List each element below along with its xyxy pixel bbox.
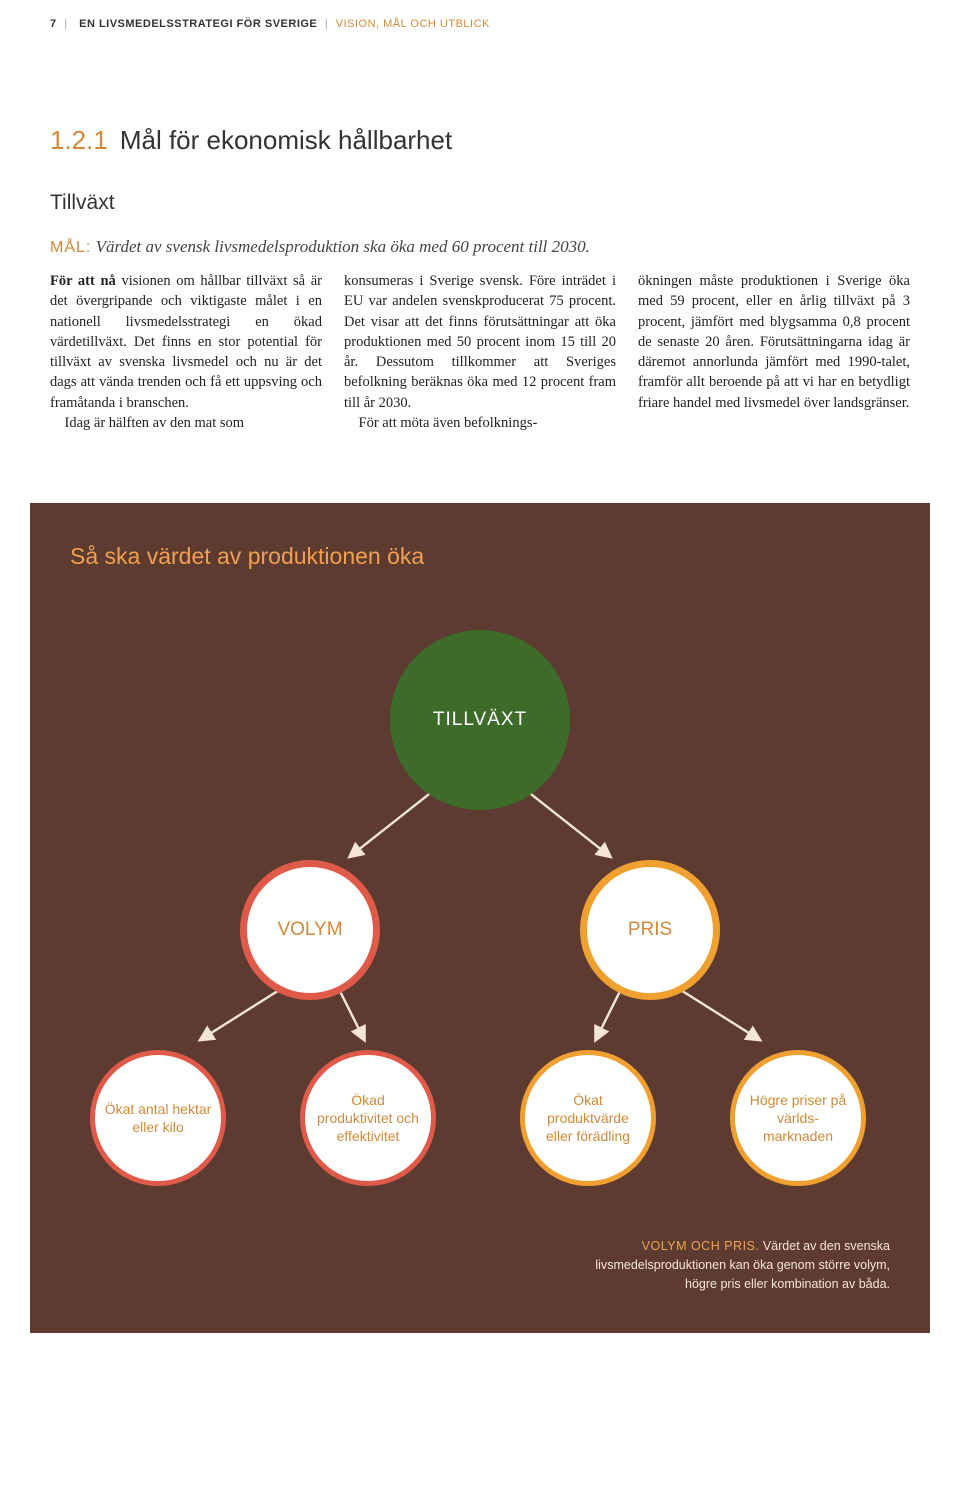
diagram-caption: VOLYM OCH PRIS. Värdet av den svenska li… xyxy=(560,1237,890,1293)
node-leaf-2: Ökad produktivitet och effektivitet xyxy=(300,1050,436,1186)
goal-text: Värdet av svensk livsmedelsproduktion sk… xyxy=(96,237,590,256)
col1-lead: För att nå xyxy=(50,273,116,289)
header-title-sub: VISION, MÅL OCH UTBLICK xyxy=(336,18,490,30)
node-leaf-4: Högre priser på världs-marknaden xyxy=(730,1050,866,1186)
node-volym: VOLYM xyxy=(240,860,380,1000)
body-columns: För att nå visionen om hållbar tillväxt … xyxy=(50,271,910,433)
diagram-title: Så ska värdet av produktionen öka xyxy=(70,543,890,570)
col2-p2: För att möta även befolknings- xyxy=(344,413,616,433)
node-leaf-1: Ökat antal hektar eller kilo xyxy=(90,1050,226,1186)
col3-p1: ökningen måste produktionen i Sverige ök… xyxy=(638,271,910,413)
column-3: ökningen måste produktionen i Sverige ök… xyxy=(638,271,910,433)
column-1: För att nå visionen om hållbar tillväxt … xyxy=(50,271,322,433)
page-header: 7 | EN LIVSMEDELSSTRATEGI FÖR SVERIGE | … xyxy=(0,0,960,30)
col1-rest: visionen om hållbar tillväxt så är det ö… xyxy=(50,273,322,411)
diagram-panel: Så ska värdet av produktionen öka TILLVÄ… xyxy=(30,503,930,1333)
tree-diagram: TILLVÄXT VOLYM PRIS Ökat antal hektar el… xyxy=(70,630,890,1170)
goal-line: MÅL: Värdet av svensk livsmedelsprodukti… xyxy=(50,237,910,257)
header-title-main: EN LIVSMEDELSSTRATEGI FÖR SVERIGE xyxy=(79,18,317,30)
node-pris: PRIS xyxy=(580,860,720,1000)
column-2: konsumeras i Sverige svensk. Före inträd… xyxy=(344,271,616,433)
goal-label: MÅL: xyxy=(50,239,91,256)
caption-lead: VOLYM OCH PRIS. xyxy=(642,1239,760,1253)
section-subtitle: Tillväxt xyxy=(50,191,910,215)
col2-p1: konsumeras i Sverige svensk. Före inträd… xyxy=(344,271,616,413)
page-number: 7 xyxy=(50,18,57,30)
section-number: 1.2.1 xyxy=(50,125,108,155)
node-leaf-3: Ökat produktvärde eller förädling xyxy=(520,1050,656,1186)
col1-p2: Idag är hälften av den mat som xyxy=(50,413,322,433)
section-title: Mål för ekonomisk hållbarhet xyxy=(120,125,452,155)
section-heading: 1.2.1 Mål för ekonomisk hållbarhet xyxy=(50,120,910,157)
section: 1.2.1 Mål för ekonomisk hållbarhet Tillv… xyxy=(0,30,960,463)
node-root: TILLVÄXT xyxy=(390,630,570,810)
